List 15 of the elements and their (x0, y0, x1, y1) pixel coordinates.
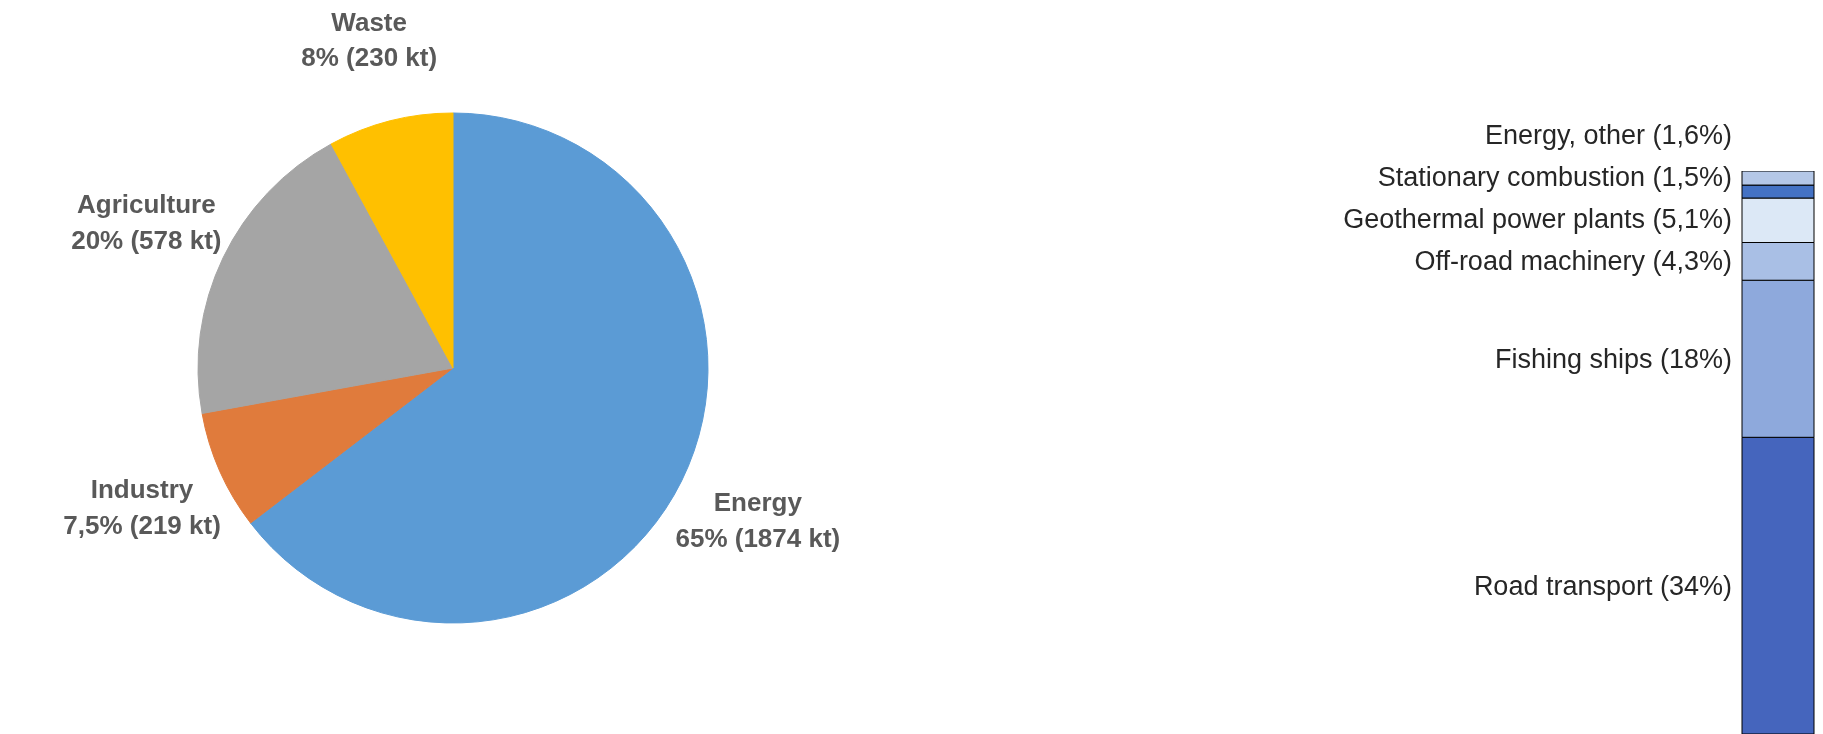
data-label: 65% (1874 kt) (675, 522, 841, 553)
slice-label: Waste (331, 6, 407, 37)
series-label: Fishing ships (18%) (1494, 343, 1732, 374)
slice-label: Agriculture (77, 189, 216, 220)
slice-label: Energy (713, 486, 803, 517)
slice-label: Industry (90, 473, 194, 504)
data-label: 8% (230 kt) (301, 42, 438, 73)
series-label: Stationary combustion (1,5%) (1377, 162, 1732, 193)
series-label: Energy, other (1,6%) (1484, 120, 1732, 151)
series-label: Off-road machinery (4,3%) (1414, 246, 1732, 277)
series-label: Road transport (34%) (1473, 570, 1732, 601)
series-label: Geothermal power plants (5,1%) (1343, 204, 1732, 235)
data-label: 20% (578 kt) (71, 225, 222, 256)
data-label: 7,5% (219 kt) (63, 509, 221, 540)
pie-slice (330, 112, 454, 369)
